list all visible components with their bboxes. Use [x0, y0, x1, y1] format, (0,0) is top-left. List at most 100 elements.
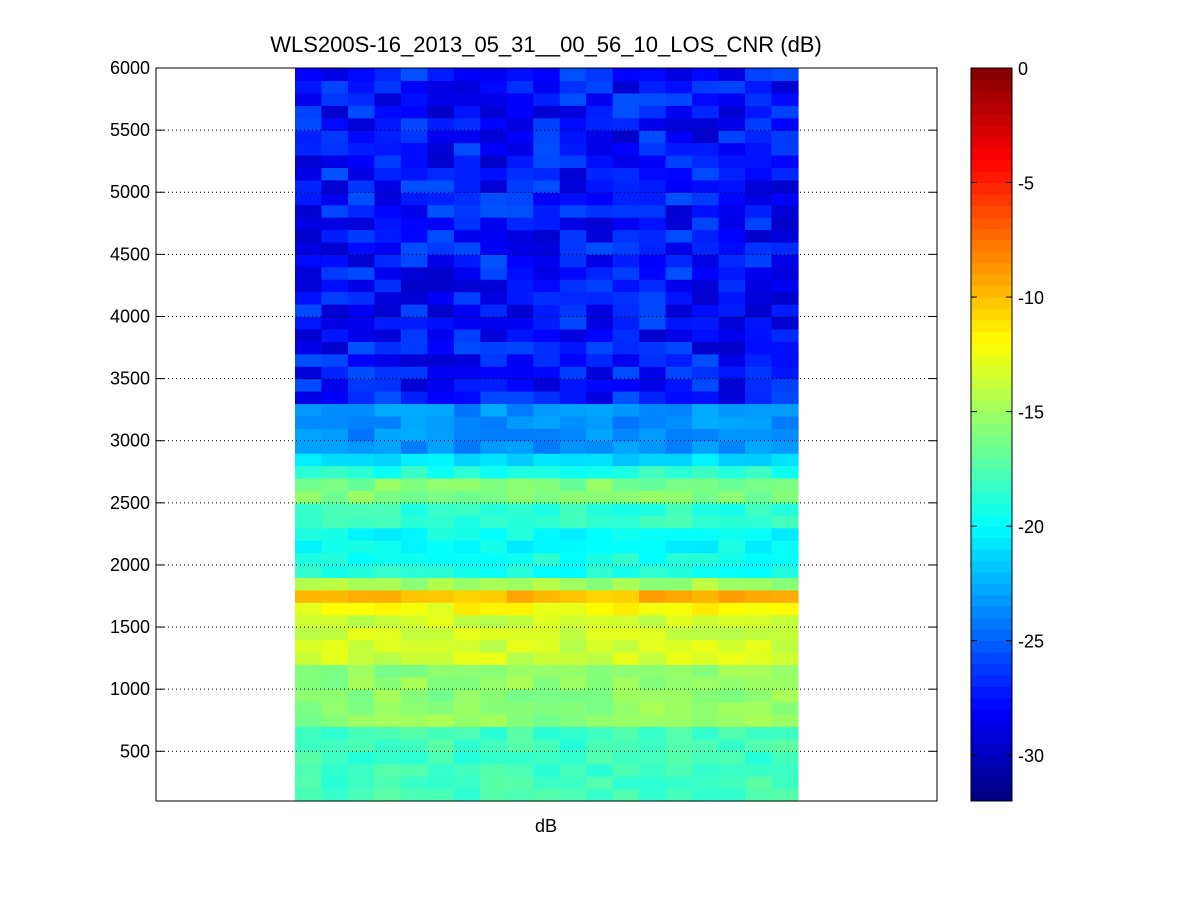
heatmap-cell [347, 403, 376, 417]
chart-title: WLS200S-16_2013_05_31__00_56_10_LOS_CNR … [270, 32, 822, 57]
heatmap-cell [321, 726, 349, 740]
heatmap-cell [533, 391, 561, 405]
heatmap-cell [639, 602, 667, 616]
heatmap-cell [506, 304, 534, 318]
heatmap-cell [718, 726, 746, 740]
heatmap-cell [321, 415, 349, 429]
heatmap-cell [692, 751, 720, 765]
heatmap-cell [692, 639, 720, 653]
heatmap-cell [559, 477, 587, 491]
colorbar-segment [971, 617, 1012, 630]
heatmap-cell [559, 254, 587, 268]
heatmap-cell [295, 105, 323, 119]
heatmap-cell [665, 714, 693, 728]
heatmap-cell [427, 552, 455, 566]
heatmap-cell [771, 428, 799, 442]
heatmap-cell [453, 577, 481, 591]
heatmap-cell [400, 341, 428, 355]
heatmap-cell [347, 117, 376, 131]
colorbar-segment [971, 377, 1012, 390]
heatmap-cell [612, 378, 640, 392]
heatmap-cell [665, 602, 693, 616]
heatmap-cell [612, 664, 640, 678]
heatmap-cell [321, 316, 349, 330]
heatmap-cell [692, 701, 720, 715]
colorbar-segment [971, 354, 1012, 367]
heatmap-cell [400, 453, 428, 467]
heatmap-cell [347, 391, 376, 405]
heatmap-cell [612, 527, 640, 541]
heatmap-cell [374, 477, 402, 491]
y-tick-label: 3000 [110, 431, 150, 451]
heatmap-cell [453, 254, 481, 268]
heatmap-cell [427, 453, 455, 467]
heatmap-cell [374, 241, 402, 255]
heatmap-cell [718, 788, 746, 802]
heatmap-cell [533, 254, 561, 268]
heatmap-cell [533, 577, 561, 591]
heatmap-cell [639, 714, 667, 728]
heatmap-cell [771, 788, 799, 802]
heatmap-cell [771, 701, 799, 715]
heatmap-cell [347, 552, 376, 566]
heatmap-cell [480, 341, 508, 355]
heatmap-cell [771, 316, 799, 330]
heatmap-cell [639, 639, 667, 653]
heatmap-cell [745, 403, 773, 417]
heatmap-cell [400, 440, 428, 454]
heatmap-cell [745, 179, 773, 193]
heatmap-cell [639, 627, 667, 641]
heatmap-cell [639, 266, 667, 280]
heatmap-cell [771, 80, 799, 94]
heatmap-cell [586, 391, 614, 405]
heatmap-cell [453, 353, 481, 367]
heatmap-cell [639, 440, 667, 454]
heatmap-cell [586, 266, 614, 280]
heatmap-cell [506, 328, 534, 342]
heatmap-cell [506, 105, 534, 119]
heatmap-cell [586, 788, 614, 802]
heatmap-cell [533, 490, 561, 504]
heatmap-cell [718, 602, 746, 616]
heatmap-cell [745, 204, 773, 218]
heatmap-cell [400, 254, 428, 268]
heatmap-cell [347, 415, 376, 429]
heatmap-cell [321, 167, 349, 181]
heatmap-cell [295, 316, 323, 330]
heatmap-cell [400, 614, 428, 628]
heatmap-cell [321, 105, 349, 119]
heatmap-cell [321, 304, 349, 318]
heatmap-cell [427, 676, 455, 690]
heatmap-cell [586, 117, 614, 131]
heatmap-cell [400, 477, 428, 491]
heatmap-cell [427, 614, 455, 628]
heatmap-cell [427, 291, 455, 305]
colorbar-segment [971, 434, 1012, 447]
heatmap-cell [692, 788, 720, 802]
heatmap-cell [427, 589, 455, 603]
heatmap-cell [612, 179, 640, 193]
heatmap-cell [374, 602, 402, 616]
heatmap-cell [559, 105, 587, 119]
heatmap-cell [374, 552, 402, 566]
heatmap-cell [771, 627, 799, 641]
heatmap-cell [506, 738, 534, 752]
heatmap-cell [453, 714, 481, 728]
heatmap-cell [506, 378, 534, 392]
heatmap-cell [506, 204, 534, 218]
heatmap-cell [692, 689, 720, 703]
heatmap-cell [665, 279, 693, 293]
heatmap-cell [347, 279, 376, 293]
heatmap-cell [506, 714, 534, 728]
heatmap-cell [533, 701, 561, 715]
heatmap-cell [718, 701, 746, 715]
heatmap-cell [480, 217, 508, 231]
colorbar-segment [971, 514, 1012, 527]
colorbar-segment [971, 709, 1012, 722]
heatmap-cell [374, 664, 402, 678]
heatmap-cell [665, 366, 693, 380]
heatmap-cell [533, 142, 561, 156]
heatmap-cell [374, 217, 402, 231]
heatmap-cell [586, 614, 614, 628]
heatmap-cell [639, 366, 667, 380]
